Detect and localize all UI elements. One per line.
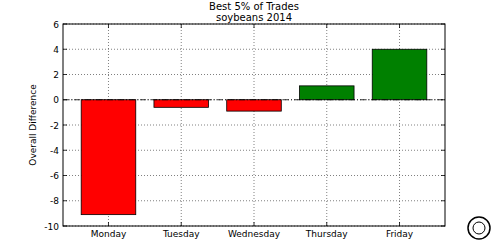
y-tick-label: -6 [50,171,59,181]
grid-line [63,99,445,100]
tick-mark [399,222,400,226]
bar [154,100,209,108]
title: Best 5% of Trades [209,1,299,12]
x-tick-label: Tuesday [162,229,200,239]
y-tick-label: 2 [53,70,59,80]
y-axis-label: Overall Difference [28,84,38,166]
zero-line [63,99,445,100]
subtitle: soybeans 2014 [216,12,292,23]
bars [81,49,427,214]
x-tick-label: Friday [386,229,414,239]
tick-mark [63,74,67,75]
x-tick-label: Thursday [305,229,349,239]
y-tick-label: -8 [50,196,59,206]
y-tick-label: -2 [50,121,59,131]
tick-mark [63,200,67,201]
y-tick-label: 0 [53,95,59,105]
y-tick-label: -4 [50,146,59,156]
tick-mark [254,24,255,28]
grid-line [181,24,182,226]
tick-mark [181,222,182,226]
tick-mark [326,24,327,28]
bar [81,100,136,215]
tick-mark [326,222,327,226]
tick-mark [441,150,445,151]
tick-mark [441,200,445,201]
x-tick-label: Monday [91,229,127,239]
tick-mark [181,24,182,28]
chart: -10 -8 -6 -4 -2 0 2 4 6 Monday Tuesday Wednesday Thu… [0,0,500,250]
grid-line [326,24,327,226]
grid-line [254,24,255,226]
x-tick-label: Wednesday [228,229,281,239]
tick-mark [63,49,67,50]
tick-mark [441,175,445,176]
bar [299,86,354,100]
tick-mark [63,175,67,176]
bar [372,49,427,100]
logo [468,217,490,239]
y-tick-label: -10 [44,222,59,232]
tick-mark [63,150,67,151]
tick-mark [441,49,445,50]
plot-frame [63,24,445,226]
bar [227,100,282,111]
logo [473,222,485,234]
tick-mark [399,24,400,28]
tick-mark [108,24,109,28]
tick-mark [108,222,109,226]
y-tick-label: 6 [53,20,59,30]
tick-mark [63,125,67,126]
tick-mark [254,222,255,226]
y-tick-label: 4 [53,45,59,55]
tick-mark [441,125,445,126]
tick-mark [441,74,445,75]
